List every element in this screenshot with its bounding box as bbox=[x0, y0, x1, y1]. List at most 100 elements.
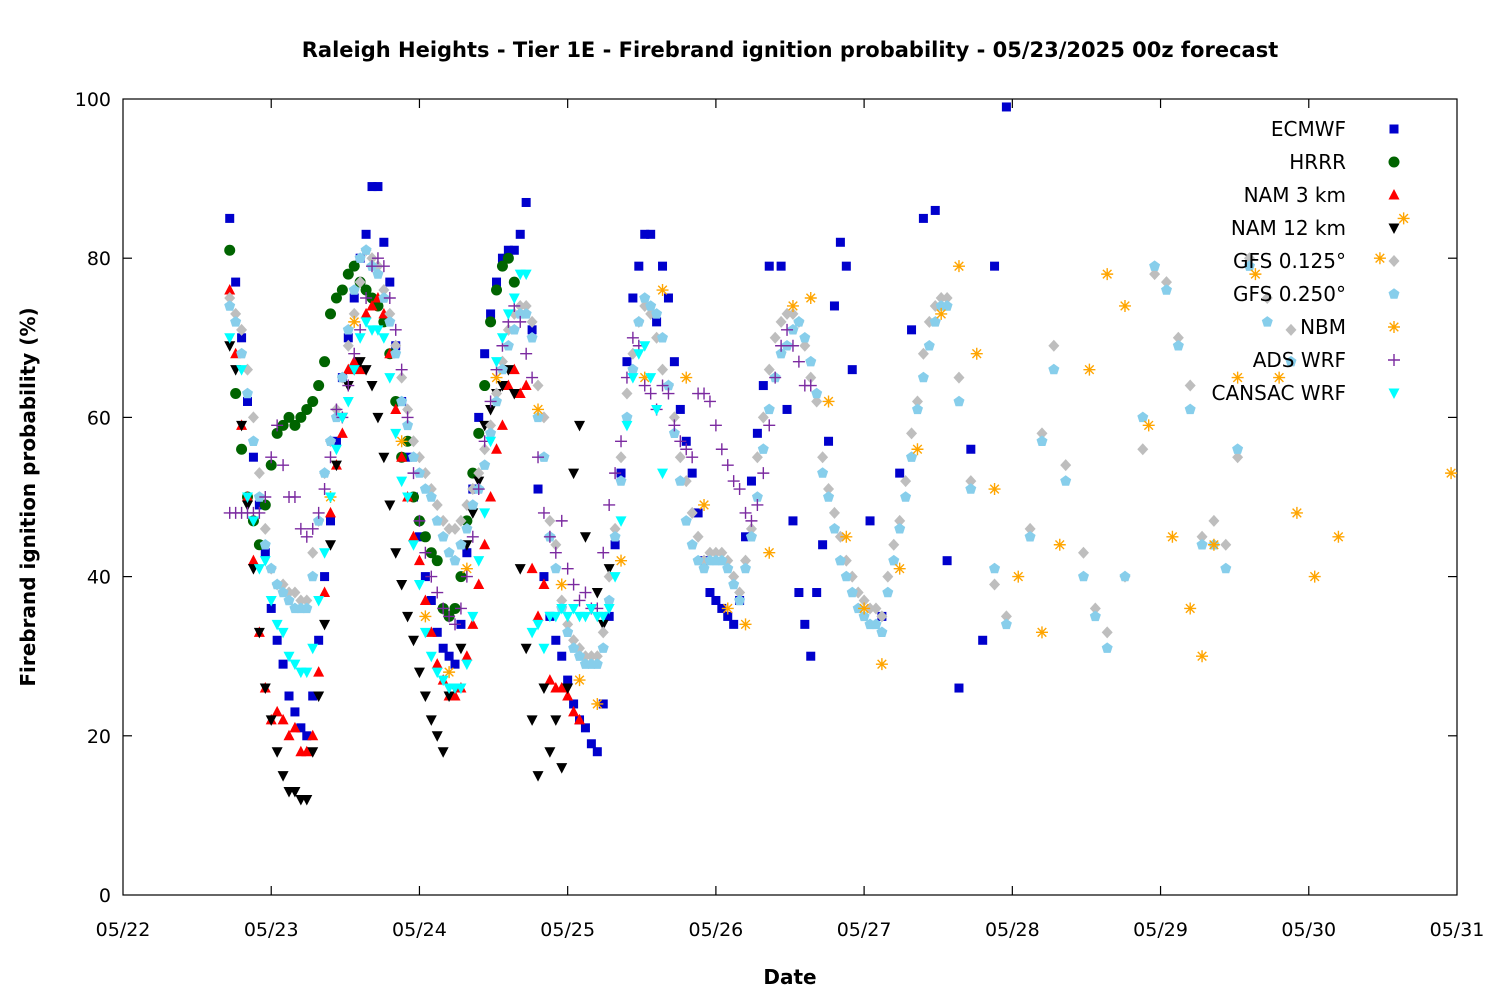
point-gfs-0-250 bbox=[627, 363, 639, 375]
point-nbm bbox=[698, 498, 711, 511]
point-gfs-0-250 bbox=[793, 316, 805, 327]
point-ecmwf bbox=[326, 516, 336, 526]
point-cansac-wrf bbox=[639, 341, 651, 352]
point-gfs-0-125 bbox=[882, 570, 894, 583]
point-gfs-0-125 bbox=[485, 419, 497, 432]
point-ecmwf bbox=[918, 213, 928, 223]
point-gfs-0-125 bbox=[906, 427, 918, 440]
point-gfs-0-125 bbox=[378, 284, 390, 297]
point-nam-12-km bbox=[360, 365, 372, 376]
point-gfs-0-250 bbox=[230, 316, 242, 327]
point-ads-wrf bbox=[330, 403, 343, 416]
point-hrrr bbox=[419, 531, 431, 543]
point-gfs-0-250 bbox=[651, 308, 663, 319]
point-gfs-0-250 bbox=[1244, 260, 1255, 271]
point-gfs-0-125 bbox=[686, 506, 698, 519]
point-ecmwf bbox=[990, 261, 1000, 271]
point-ads-wrf bbox=[644, 387, 657, 400]
point-hrrr bbox=[325, 308, 337, 320]
point-gfs-0-125 bbox=[259, 522, 271, 535]
point-ecmwf bbox=[521, 197, 531, 207]
point-ads-wrf bbox=[449, 618, 462, 631]
point-gfs-0-125 bbox=[224, 292, 236, 304]
point-nam-3-km bbox=[408, 530, 420, 542]
point-gfs-0-250 bbox=[686, 539, 698, 550]
point-ads-wrf bbox=[342, 379, 355, 392]
point-gfs-0-125 bbox=[704, 546, 716, 559]
point-ecmwf bbox=[266, 603, 276, 613]
point-gfs-0-125 bbox=[396, 371, 408, 384]
point-hrrr bbox=[467, 467, 479, 479]
point-cansac-wrf bbox=[419, 627, 431, 639]
point-gfs-0-125 bbox=[894, 514, 906, 527]
point-ads-wrf bbox=[371, 252, 384, 265]
point-nam-3-km bbox=[283, 729, 295, 741]
point-cansac-wrf bbox=[550, 611, 562, 623]
point-ecmwf bbox=[497, 253, 507, 263]
point-gfs-0-250 bbox=[348, 284, 360, 295]
plot-frame bbox=[122, 98, 1458, 896]
point-nam-3-km bbox=[562, 690, 574, 701]
point-hrrr bbox=[236, 443, 248, 455]
point-ecmwf bbox=[278, 659, 288, 669]
point-gfs-0-125 bbox=[1172, 331, 1184, 344]
point-nbm bbox=[1397, 212, 1410, 225]
point-gfs-0-250 bbox=[1172, 340, 1184, 351]
y-axis-label: Firebrand ignition probability (%) bbox=[16, 307, 40, 686]
point-ads-wrf bbox=[769, 371, 782, 384]
point-gfs-0-250 bbox=[1161, 284, 1172, 295]
point-gfs-0-125 bbox=[1024, 522, 1036, 535]
point-gfs-0-250 bbox=[1196, 539, 1208, 550]
point-ads-wrf bbox=[567, 578, 580, 591]
point-gfs-0-250 bbox=[431, 515, 443, 526]
point-nam-3-km bbox=[461, 650, 473, 661]
point-cansac-wrf bbox=[289, 659, 301, 671]
point-ecmwf bbox=[284, 691, 294, 701]
point-nam-12-km bbox=[384, 500, 396, 511]
point-ecmwf bbox=[669, 357, 679, 367]
point-ecmwf bbox=[474, 412, 484, 422]
point-gfs-0-125 bbox=[941, 292, 953, 304]
point-gfs-0-250 bbox=[728, 578, 740, 590]
point-nbm bbox=[1332, 530, 1345, 543]
point-ecmwf bbox=[824, 436, 834, 446]
point-gfs-0-250 bbox=[550, 562, 562, 574]
point-ecmwf bbox=[580, 723, 590, 733]
point-gfs-0-125 bbox=[301, 594, 313, 607]
point-gfs-0-250 bbox=[657, 332, 668, 343]
point-nam-3-km bbox=[574, 713, 586, 725]
point-cansac-wrf bbox=[615, 516, 627, 527]
point-ads-wrf bbox=[253, 506, 266, 519]
point-nam-3-km bbox=[520, 379, 532, 391]
point-gfs-0-125 bbox=[491, 387, 503, 400]
point-hrrr bbox=[307, 395, 319, 407]
point-nam-3-km bbox=[491, 443, 503, 454]
point-nam-12-km bbox=[431, 731, 443, 742]
point-gfs-0-125 bbox=[935, 292, 947, 304]
point-gfs-0-250 bbox=[775, 347, 787, 359]
y-tick-label: 100 bbox=[75, 89, 111, 111]
point-nam-3-km bbox=[425, 626, 437, 637]
point-ecmwf bbox=[260, 548, 270, 558]
point-nam-3-km bbox=[247, 554, 259, 566]
point-cansac-wrf bbox=[247, 516, 259, 527]
point-nam-3-km bbox=[319, 586, 331, 598]
point-gfs-0-250 bbox=[751, 491, 763, 502]
point-ads-wrf bbox=[413, 514, 426, 527]
point-hrrr bbox=[360, 284, 372, 296]
point-ecmwf bbox=[533, 484, 543, 494]
point-ecmwf bbox=[652, 317, 662, 327]
point-ecmwf bbox=[373, 182, 383, 192]
legend-marker bbox=[1388, 388, 1400, 399]
point-gfs-0-125 bbox=[342, 339, 354, 352]
point-nbm bbox=[875, 658, 888, 671]
point-nam-3-km bbox=[366, 299, 378, 311]
point-gfs-0-125 bbox=[728, 570, 740, 583]
point-ecmwf bbox=[509, 245, 519, 255]
point-gfs-0-250 bbox=[437, 531, 449, 542]
point-nam-3-km bbox=[336, 427, 348, 438]
point-ads-wrf bbox=[294, 522, 307, 535]
legend-marker bbox=[1388, 321, 1400, 333]
point-gfs-0-125 bbox=[526, 315, 538, 328]
legend-marker bbox=[1389, 124, 1399, 134]
